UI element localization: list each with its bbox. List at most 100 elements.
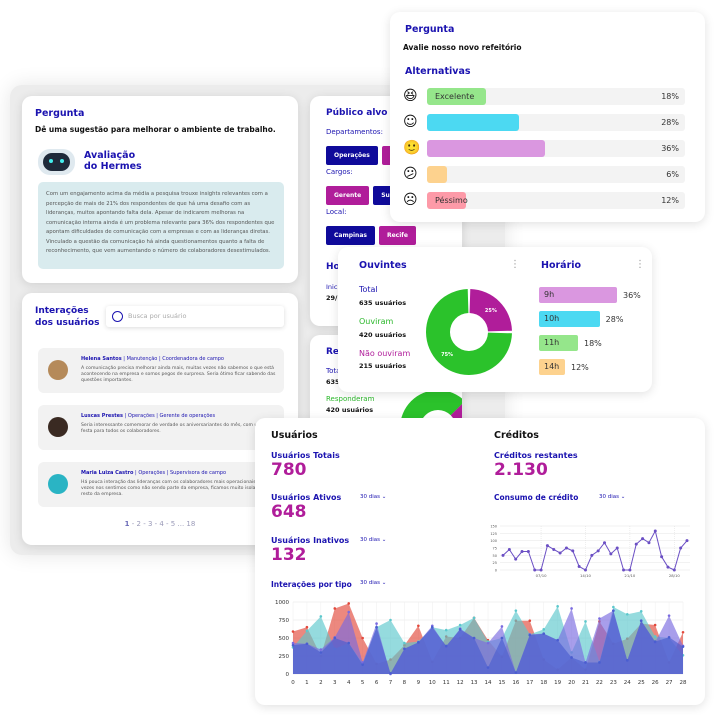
- laughing-face-icon: 😆: [403, 88, 418, 104]
- page-links[interactable]: - 2 - 3 - 4 - 5 ... 18: [129, 520, 196, 528]
- data-point: [653, 623, 657, 627]
- x-tick-label: 25: [638, 680, 645, 686]
- rating-option: 28%: [427, 114, 685, 131]
- data-point: [545, 544, 549, 548]
- rating-percent: 28%: [661, 118, 679, 127]
- data-point: [417, 624, 420, 628]
- user-name: Maria Luiza Castro: [81, 470, 134, 476]
- data-point: [305, 625, 309, 629]
- rating-question-card: Pergunta Avalie nosso novo refeitório Al…: [390, 12, 705, 222]
- slight-smile-face-icon: 🙂: [403, 140, 421, 156]
- more-options-icon[interactable]: ⋮: [510, 259, 520, 270]
- hour-percent: 36%: [623, 291, 641, 300]
- user-name: Luscas Prestes: [81, 413, 124, 419]
- user-interaction-item[interactable]: Maria Luiza Castro | Operações | Supervi…: [38, 462, 284, 507]
- data-point: [639, 619, 643, 623]
- data-point: [347, 610, 351, 614]
- pie-slice: [426, 289, 512, 375]
- data-point: [305, 642, 309, 646]
- data-point: [291, 630, 295, 633]
- rating-option: 36%: [427, 140, 685, 157]
- data-point: [486, 641, 490, 645]
- tag-local[interactable]: Recife: [378, 226, 416, 245]
- user-interaction-item[interactable]: Helena Santos | Manutenção | Coordenador…: [38, 348, 284, 393]
- data-point: [590, 553, 594, 557]
- user-role: | Manutenção | Coordenadora de campo: [121, 356, 224, 362]
- data-point: [417, 641, 420, 644]
- data-point: [539, 568, 543, 572]
- period-dropdown[interactable]: 30 dias ⌄: [599, 494, 625, 500]
- user-role: | Operações | Gerente de operações: [123, 413, 216, 419]
- line-series: [502, 529, 688, 571]
- listeners-card: Ouvintes ⋮ Total 635 usuários Ouviram 42…: [338, 247, 652, 392]
- x-tick-label: 3: [333, 680, 337, 686]
- users-title: Usuários: [271, 430, 318, 441]
- x-tick-label: 24: [624, 680, 631, 686]
- data-point: [333, 607, 337, 610]
- active-users-label: Usuários Ativos: [271, 493, 342, 502]
- data-point: [514, 609, 518, 612]
- data-point: [639, 610, 643, 613]
- x-tick-label: 17: [526, 680, 533, 686]
- data-point: [556, 638, 559, 642]
- rating-option: Péssimo 12%: [427, 192, 685, 209]
- data-point: [570, 607, 573, 610]
- user-role: | Operações | Supervisora de campo: [133, 470, 227, 476]
- total-users-label: Usuários Totais: [271, 451, 340, 460]
- data-point: [552, 547, 556, 551]
- data-point: [528, 633, 532, 637]
- card-title: Público alvo: [326, 108, 388, 118]
- card-title: Ouvintes: [359, 260, 407, 271]
- x-tick-label: 28/10: [669, 573, 681, 578]
- data-point: [458, 623, 462, 627]
- bot-title: Avaliação do Hermes: [84, 150, 142, 172]
- data-point: [361, 663, 364, 666]
- suggestion-card: Pergunta Dê uma sugestão para melhorar o…: [22, 96, 298, 283]
- pagination[interactable]: 1 - 2 - 3 - 4 - 5 ... 18: [22, 520, 298, 528]
- pie-slice: [469, 289, 512, 332]
- data-point: [458, 628, 462, 631]
- x-tick-label: 26: [652, 680, 659, 686]
- data-point: [500, 625, 504, 628]
- x-tick-label: 14: [485, 680, 492, 686]
- user-interaction-item[interactable]: Luscas Prestes | Operações | Gerente de …: [38, 405, 284, 450]
- credits-title: Créditos: [494, 430, 539, 441]
- data-point: [526, 550, 530, 554]
- period-dropdown[interactable]: 30 dias ⌄: [360, 537, 386, 543]
- remaining-credits-value: 2.130: [494, 460, 548, 480]
- data-point: [556, 605, 559, 608]
- data-point: [403, 647, 406, 651]
- x-tick-label: 13: [471, 680, 478, 686]
- confused-face-icon: 😕: [403, 166, 418, 182]
- data-point: [570, 656, 573, 659]
- x-tick-label: 18: [540, 680, 547, 686]
- avatar: [48, 417, 68, 437]
- tag-dept[interactable]: Operações: [326, 146, 378, 165]
- hour-percent: 18%: [584, 339, 602, 348]
- question-text: Dê uma sugestão para melhorar o ambiente…: [35, 125, 276, 134]
- data-point: [622, 568, 626, 572]
- page-current[interactable]: 1: [124, 520, 130, 528]
- data-point: [319, 648, 323, 651]
- user-name: Helena Santos: [81, 356, 122, 362]
- not-heard-label: Não ouviram: [359, 349, 411, 358]
- x-tick-label: 14/10: [580, 573, 592, 578]
- data-point: [653, 529, 657, 533]
- user-comment: A comunicação precisa melhorar ainda mai…: [81, 366, 276, 383]
- active-users-value: 648: [271, 502, 307, 522]
- total-value: 635: [326, 378, 340, 386]
- y-tick-label: 50: [493, 554, 497, 558]
- rating-percent: 36%: [661, 144, 679, 153]
- tag-role[interactable]: Gerente: [326, 186, 370, 205]
- more-options-icon[interactable]: ⋮: [635, 259, 645, 270]
- data-point: [347, 641, 351, 645]
- x-tick-label: 5: [361, 680, 365, 686]
- tag-local[interactable]: Campinas: [326, 226, 375, 245]
- data-point: [660, 555, 664, 559]
- period-dropdown[interactable]: 30 dias ⌄: [360, 494, 386, 500]
- interactions-card: Interações dos usuários Busca por usuário…: [22, 293, 298, 545]
- user-search-input[interactable]: Busca por usuário: [106, 306, 284, 327]
- data-point: [319, 615, 323, 618]
- period-dropdown[interactable]: 30 dias ⌄: [360, 580, 386, 586]
- data-point: [472, 616, 476, 620]
